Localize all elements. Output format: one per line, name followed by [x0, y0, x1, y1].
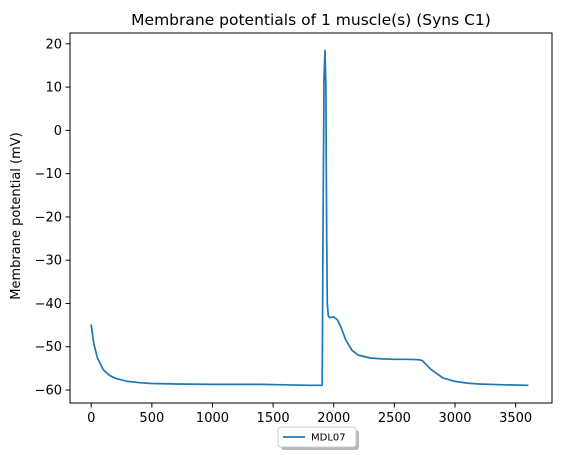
y-tick-label: 0 — [54, 124, 62, 139]
x-tick-label: 1500 — [257, 411, 290, 426]
y-tick-label: −40 — [35, 297, 62, 312]
y-tick-label: −60 — [35, 384, 62, 399]
chart-title: Membrane potentials of 1 muscle(s) (Syns… — [131, 11, 491, 29]
x-tick-label: 2000 — [317, 411, 350, 426]
legend: MDL07 — [277, 426, 359, 450]
x-tick-label: 500 — [139, 411, 164, 426]
y-axis-title: Membrane potential (mV) — [9, 132, 24, 299]
y-tick-label: −10 — [35, 167, 62, 182]
plot-frame — [69, 32, 553, 404]
y-tick-label: −50 — [35, 340, 62, 355]
x-tick-label: 3000 — [438, 411, 471, 426]
y-tick-label: 20 — [45, 37, 62, 52]
x-tick-label: 3500 — [499, 411, 532, 426]
y-tick-label: 10 — [45, 81, 62, 96]
y-tick-label: −20 — [35, 210, 62, 225]
series-line-mdl07 — [90, 49, 529, 387]
y-tick-label: −30 — [35, 254, 62, 269]
legend-label: MDL07 — [311, 433, 346, 444]
x-tick-label: 2500 — [378, 411, 411, 426]
legend-box — [277, 426, 357, 448]
x-tick-label: 1000 — [196, 411, 229, 426]
x-tick-label: 0 — [87, 411, 95, 426]
